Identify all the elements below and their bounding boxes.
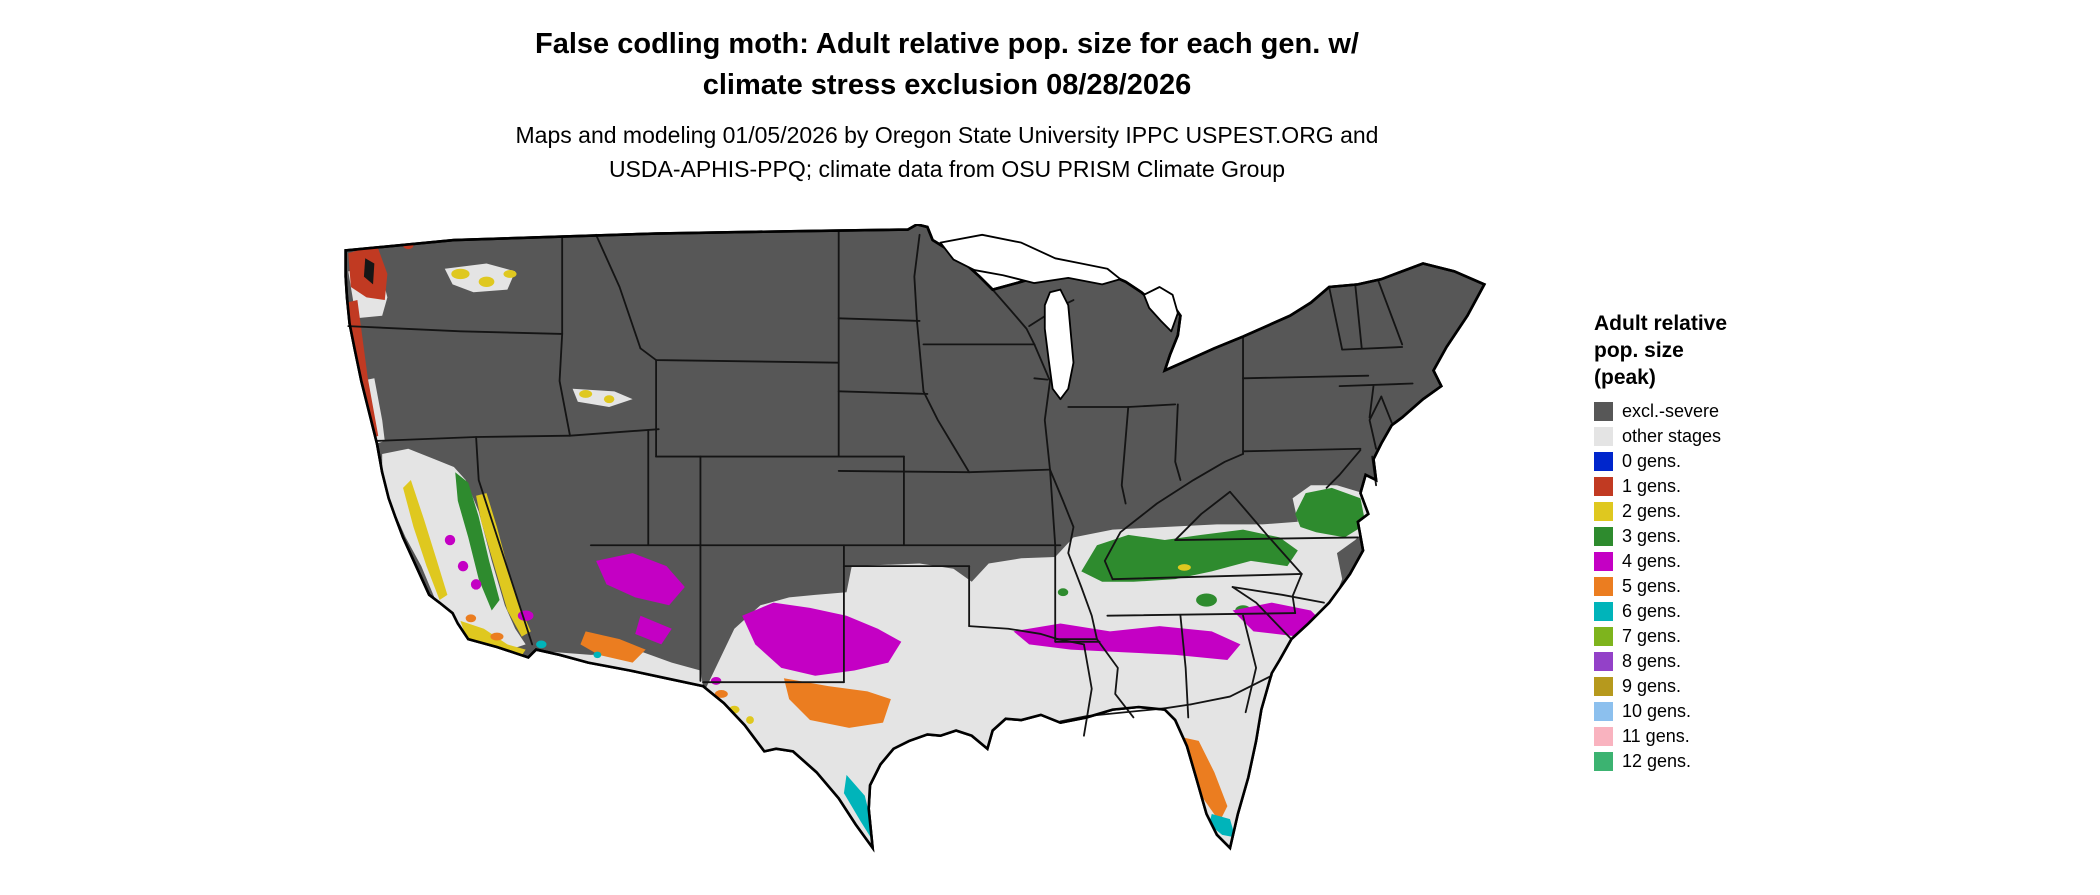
legend-item-g9: 9 gens.	[1594, 674, 1824, 699]
legend-item-g0: 0 gens.	[1594, 449, 1824, 474]
legend-item-other: other stages	[1594, 424, 1824, 449]
legend-swatch-g12	[1594, 752, 1613, 771]
legend-item-g1: 1 gens.	[1594, 474, 1824, 499]
legend-item-g5: 5 gens.	[1594, 574, 1824, 599]
legend-label-g12: 12 gens.	[1622, 751, 1692, 771]
legend-swatch-excl	[1594, 402, 1613, 421]
legend-item-g12: 12 gens.	[1594, 749, 1824, 774]
legend-swatch-g3	[1594, 527, 1613, 546]
conus-map	[330, 223, 1530, 890]
legend-swatch-g6	[1594, 602, 1613, 621]
map-legend: Adult relative pop. size (peak) excl.-se…	[1594, 310, 1824, 774]
legend-swatch-g10	[1594, 702, 1613, 721]
legend-swatch-g0	[1594, 452, 1613, 471]
lake-superior	[939, 233, 1122, 286]
legend-label-g6: 6 gens.	[1622, 601, 1682, 621]
legend-swatch-g11	[1594, 727, 1613, 746]
legend-item-g10: 10 gens.	[1594, 699, 1824, 724]
lake-huron	[1143, 286, 1179, 333]
legend-label-excl: excl.-severe	[1622, 401, 1720, 421]
page-title: False codling moth: Adult relative pop. …	[0, 24, 1894, 106]
legend-label-g3: 3 gens.	[1622, 526, 1682, 546]
legend-item-g4: 4 gens.	[1594, 549, 1824, 574]
subtitle-line-1: Maps and modeling 01/05/2026 by Oregon S…	[515, 122, 1379, 148]
state-borders	[347, 231, 1414, 737]
legend-swatch-other	[1594, 427, 1613, 446]
legend-item-excl: excl.-severe	[1594, 399, 1824, 424]
legend-items: excl.-severe other stages 0 gens. 1 gens. 2 …	[1594, 399, 1824, 774]
title-line-2: climate stress exclusion 08/28/2026	[702, 69, 1192, 101]
legend-item-g8: 8 gens.	[1594, 649, 1824, 674]
map-region-7gens	[1201, 850, 1235, 859]
legend-swatch-g8	[1594, 652, 1613, 671]
legend-label-g9: 9 gens.	[1622, 676, 1682, 696]
legend-swatch-g1	[1594, 477, 1613, 496]
legend-label-g1: 1 gens.	[1622, 476, 1682, 496]
legend-label-g4: 4 gens.	[1622, 551, 1682, 571]
map-region-6gens	[536, 640, 1236, 843]
legend-title-line-1: Adult relative	[1594, 312, 1728, 335]
lake-michigan	[1043, 288, 1075, 401]
subtitle-line-2: USDA-APHIS-PPQ; climate data from OSU PR…	[608, 156, 1286, 182]
legend-label-g7: 7 gens.	[1622, 626, 1682, 646]
page-subtitle: Maps and modeling 01/05/2026 by Oregon S…	[0, 118, 1894, 186]
puget-sound-water	[363, 258, 375, 285]
legend-swatch-g7	[1594, 627, 1613, 646]
legend-label-g8: 8 gens.	[1622, 651, 1682, 671]
legend-item-g11: 11 gens.	[1594, 724, 1824, 749]
legend-swatch-g4	[1594, 552, 1613, 571]
legend-item-g6: 6 gens.	[1594, 599, 1824, 624]
legend-title-line-2: pop. size	[1594, 339, 1684, 362]
legend-item-g7: 7 gens.	[1594, 624, 1824, 649]
legend-label-other: other stages	[1622, 426, 1722, 446]
legend-label-g5: 5 gens.	[1622, 576, 1682, 596]
legend-item-g3: 3 gens.	[1594, 524, 1824, 549]
conus-map-svg	[344, 223, 1486, 859]
legend-swatch-g9	[1594, 677, 1613, 696]
map-region-3gens	[455, 472, 1366, 616]
legend-label-g2: 2 gens.	[1622, 501, 1682, 521]
legend-label-g0: 0 gens.	[1622, 451, 1682, 471]
legend-title-line-3: (peak)	[1594, 366, 1656, 389]
legend-label-g11: 11 gens.	[1622, 726, 1690, 746]
legend-swatch-g2	[1594, 502, 1613, 521]
legend-item-g2: 2 gens.	[1594, 499, 1824, 524]
great-lakes	[939, 233, 1179, 401]
legend-label-g10: 10 gens.	[1622, 701, 1692, 721]
title-line-1: False codling moth: Adult relative pop. …	[535, 28, 1359, 60]
legend-swatch-g5	[1594, 577, 1613, 596]
